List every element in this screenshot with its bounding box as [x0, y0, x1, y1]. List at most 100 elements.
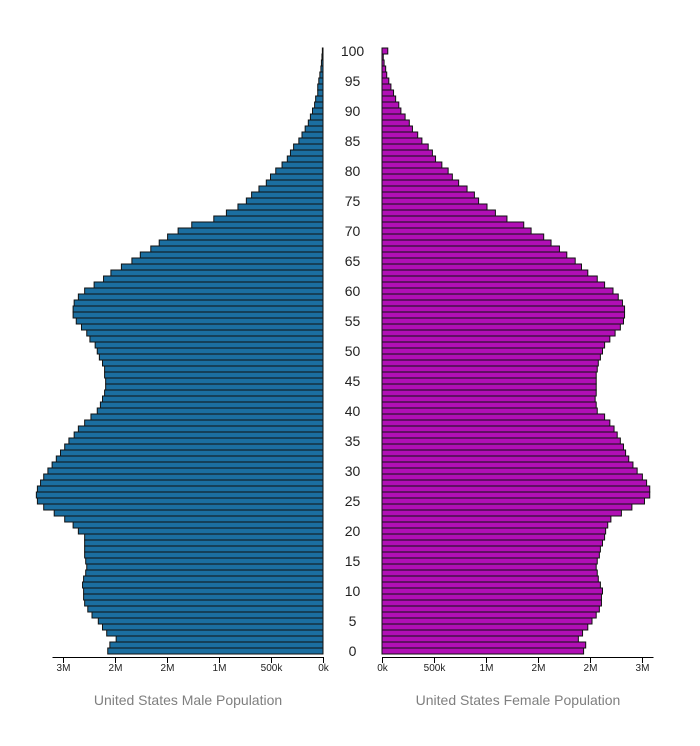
female-bar: [381, 173, 453, 181]
female-bar: [381, 251, 568, 259]
male-bar: [36, 485, 324, 493]
female-bar: [381, 407, 598, 415]
female-bar: [381, 467, 638, 475]
female-bar: [381, 53, 384, 61]
female-bar: [381, 581, 601, 589]
female-bar: [381, 95, 397, 103]
age-label: 25: [345, 493, 361, 509]
male-bar: [86, 329, 324, 337]
male-bar: [110, 269, 324, 277]
female-bar: [381, 569, 598, 577]
female-bar: [381, 71, 388, 79]
female-bar: [381, 155, 437, 163]
age-labels: 0 5 10 15 20 25 30 35 40 45 50 55 60 65 70 75 80 85 90 95 10…: [341, 43, 365, 659]
male-bar: [93, 281, 324, 289]
male-bar: [84, 551, 324, 559]
female-bar: [381, 347, 603, 355]
male-bar: [72, 521, 324, 529]
female-bar: [381, 497, 645, 505]
male-bar: [84, 533, 324, 541]
axis-tick-label: 1M: [480, 663, 494, 674]
female-bar: [381, 443, 624, 451]
age-label: 35: [345, 433, 361, 449]
axis-tick-label: 500k: [424, 663, 447, 674]
female-bar: [381, 113, 406, 121]
female-bar: [381, 125, 413, 133]
male-bar: [83, 593, 324, 601]
male-bar: [84, 599, 324, 607]
female-bar: [381, 383, 597, 391]
male-bar: [91, 611, 324, 619]
male-bar: [225, 209, 324, 217]
male-bar: [77, 425, 324, 433]
male-bar: [43, 503, 324, 511]
male-bar: [55, 455, 324, 463]
male-bar: [84, 419, 324, 427]
female-bar: [381, 47, 389, 55]
female-bar: [381, 353, 601, 361]
female-bar: [381, 587, 603, 595]
female-bar: [381, 131, 419, 139]
male-bar: [104, 365, 324, 373]
age-label: 90: [345, 103, 361, 119]
axis-tick-label: 500k: [261, 663, 284, 674]
female-bar: [381, 593, 602, 601]
male-bar: [286, 155, 324, 163]
female-bar: [381, 107, 402, 115]
male-bar: [89, 335, 324, 343]
female-bar: [381, 533, 606, 541]
female-bar: [381, 635, 579, 643]
female-bar: [381, 263, 582, 271]
female-bar: [381, 59, 385, 67]
female-bar: [381, 461, 634, 469]
age-label: 95: [345, 73, 361, 89]
female-bar: [381, 509, 622, 517]
male-bar: [104, 371, 324, 379]
male-bar: [109, 641, 324, 649]
male-bar: [72, 305, 324, 313]
male-bar: [270, 173, 324, 181]
male-bar: [289, 149, 324, 157]
female-bar: [381, 281, 606, 289]
female-bar: [381, 335, 611, 343]
age-label: 60: [345, 283, 361, 299]
female-bar: [381, 257, 576, 265]
male-bar: [315, 95, 324, 103]
female-bars: [381, 47, 651, 655]
male-bar: [102, 395, 324, 403]
female-bar: [381, 377, 597, 385]
male-bar: [314, 101, 324, 109]
male-bar: [317, 89, 324, 97]
female-bar: [381, 479, 648, 487]
male-bar: [83, 587, 324, 595]
female-bar: [381, 629, 584, 637]
male-bar: [96, 407, 324, 415]
male-bar: [120, 263, 324, 271]
female-bar: [381, 449, 627, 457]
age-label: 5: [349, 613, 357, 629]
age-label: 30: [345, 463, 361, 479]
male-bar: [158, 239, 324, 247]
female-bar: [381, 527, 607, 535]
male-bar: [106, 629, 324, 637]
female-bar: [381, 161, 443, 169]
axis-tick-label: 3M: [636, 663, 650, 674]
female-bar: [381, 359, 599, 367]
female-bar: [381, 311, 626, 319]
male-bar: [85, 569, 324, 577]
male-bar: [81, 323, 324, 331]
female-bar: [381, 65, 387, 73]
female-bar: [381, 389, 597, 397]
female-bar: [381, 287, 614, 295]
axis-tick-label: 0k: [377, 663, 389, 674]
male-bar: [40, 479, 324, 487]
male-bar: [237, 203, 324, 211]
male-bar: [281, 161, 324, 169]
female-bar: [381, 233, 545, 241]
male-bar: [47, 467, 324, 475]
age-label: 100: [341, 43, 365, 59]
female-bar: [381, 419, 611, 427]
male-bar: [320, 65, 324, 73]
age-label: 0: [349, 643, 357, 659]
male-bar: [84, 287, 324, 295]
